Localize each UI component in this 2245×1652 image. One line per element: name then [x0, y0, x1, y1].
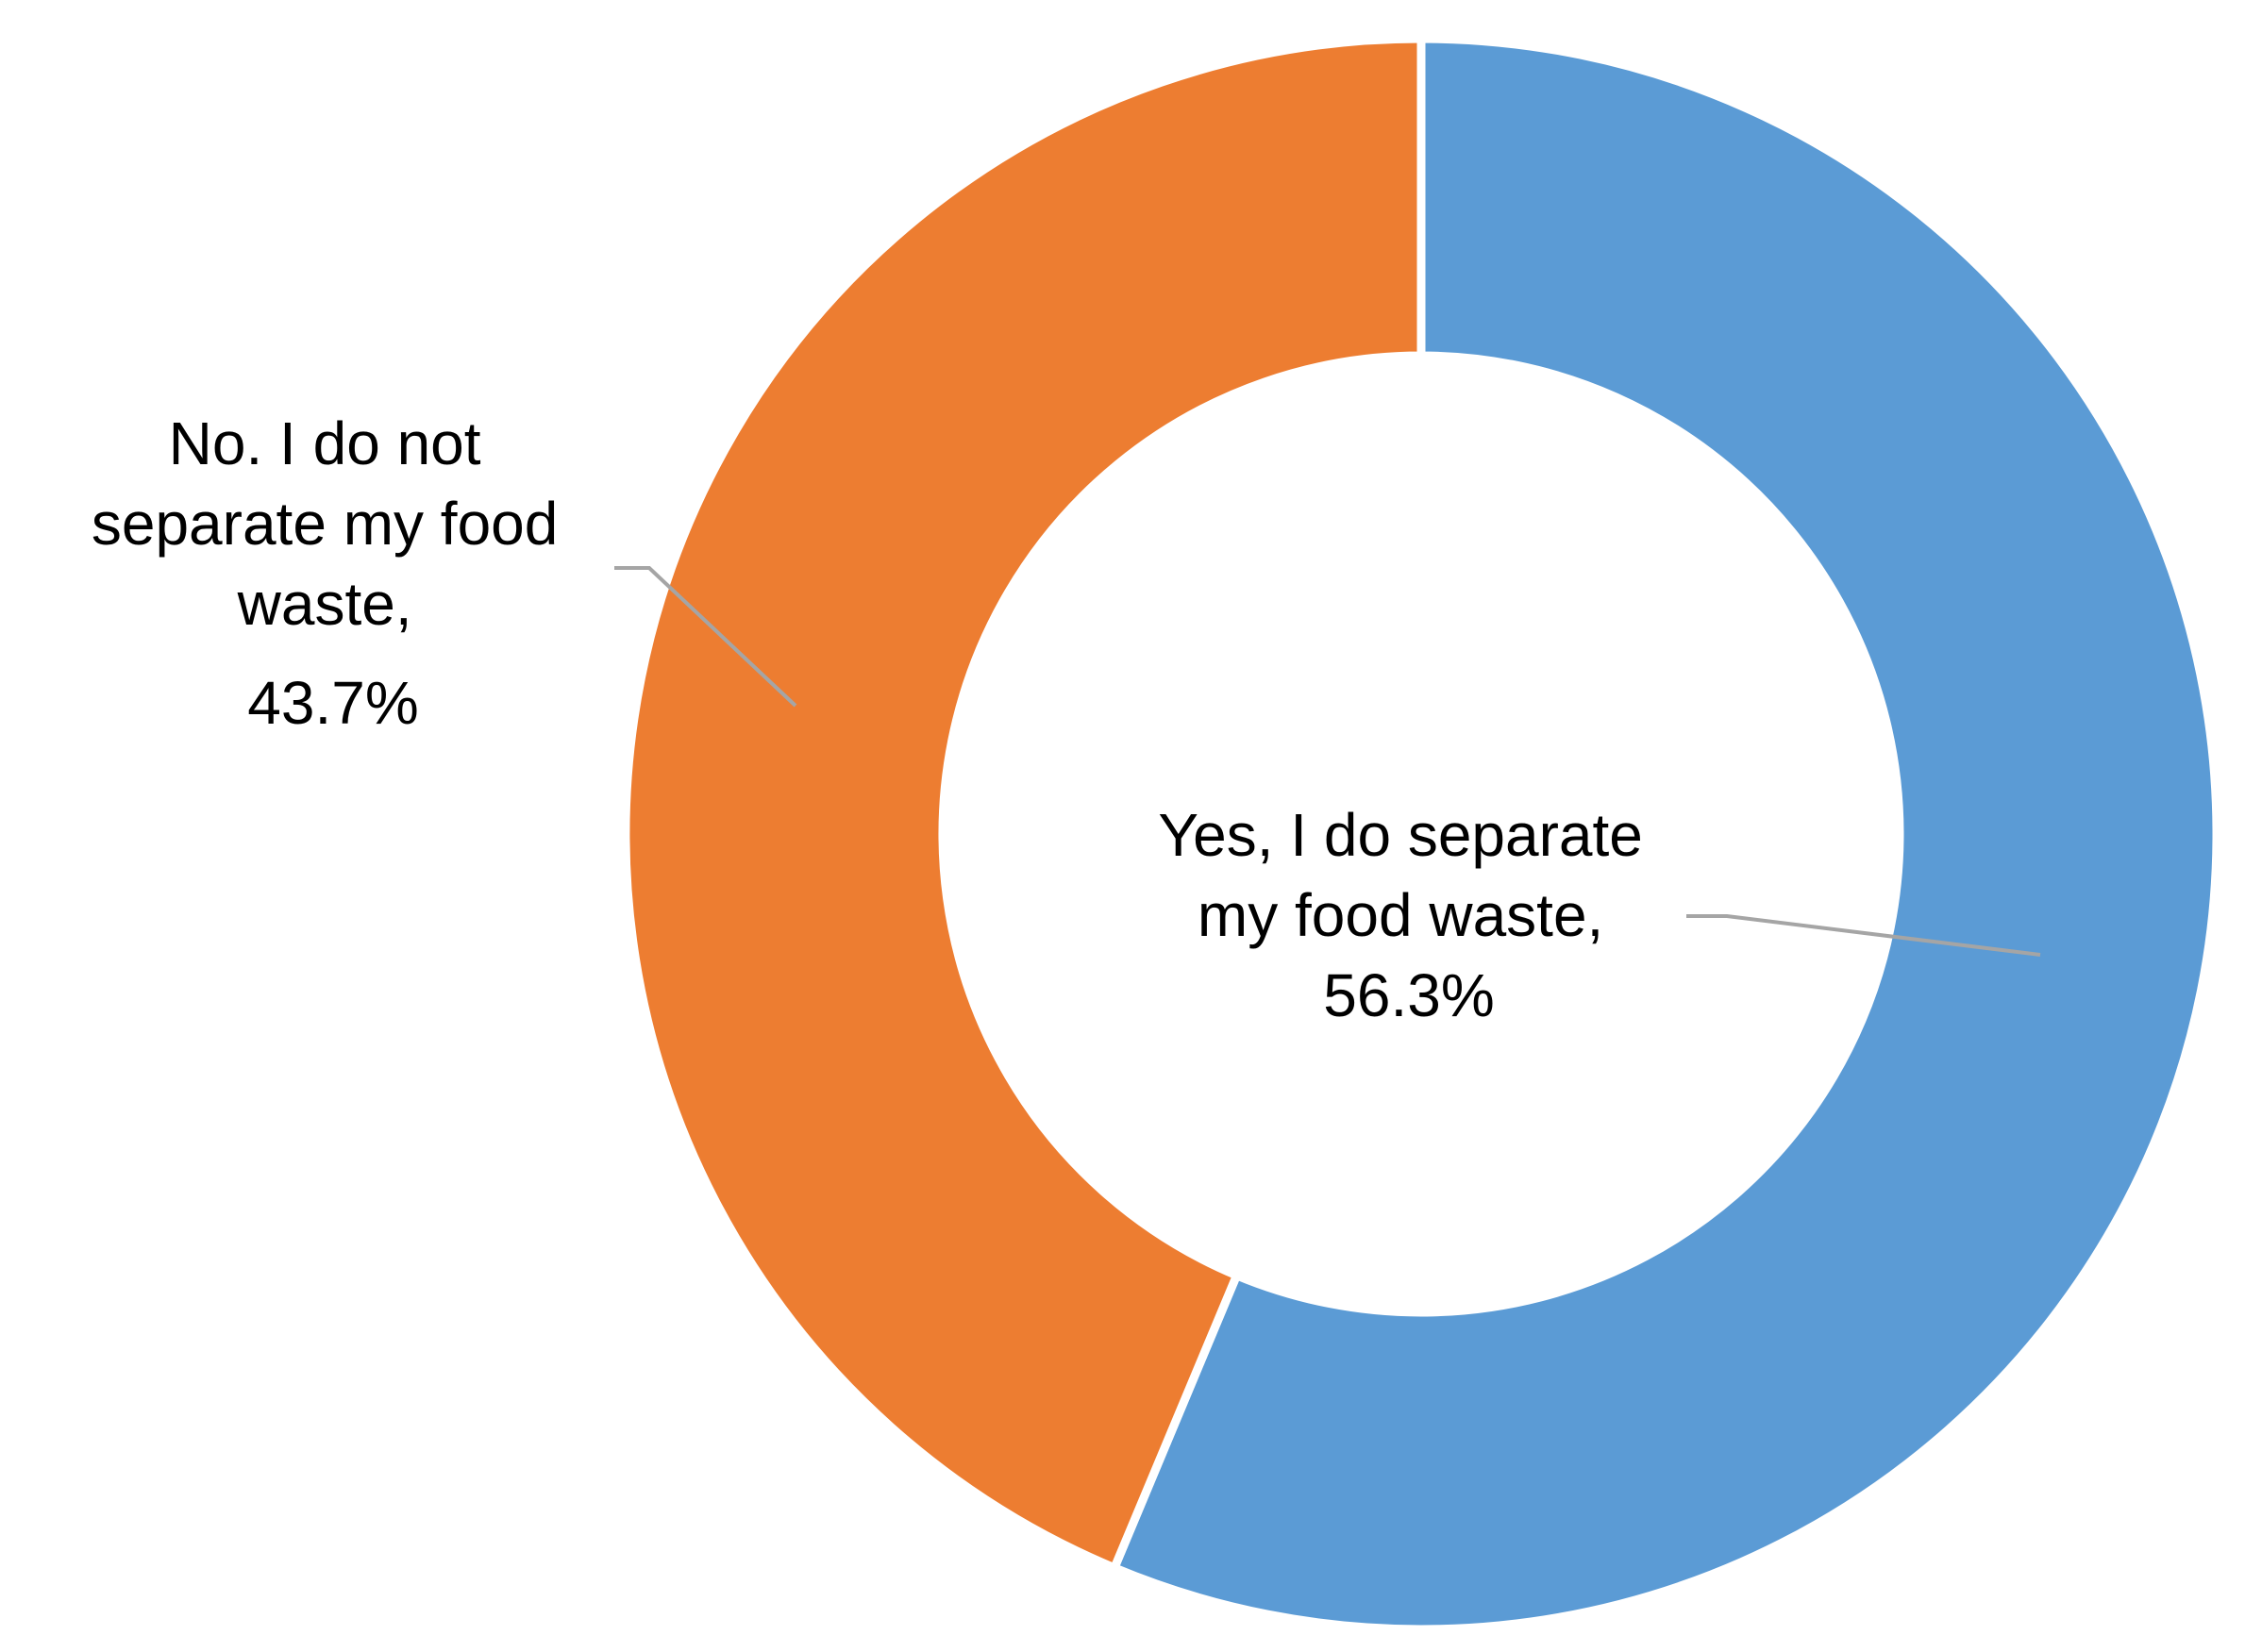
- leader-lines: [614, 566, 2041, 957]
- data-label-no-line-2: separate my food: [92, 490, 559, 558]
- data-label-no: No. I do not separate my food waste, 43.…: [92, 409, 575, 737]
- data-label-no-line-4: 43.7%: [247, 669, 418, 737]
- data-label-yes-line-3: 56.3%: [1323, 961, 1494, 1029]
- leader-line-yes: [1686, 914, 2041, 957]
- data-label-no-line-1: No. I do not: [169, 409, 481, 477]
- donut-slices: [621, 34, 2221, 1634]
- data-labels: Yes, I do separate my food waste, 56.3% …: [92, 409, 1659, 1029]
- data-label-yes-line-2: my food waste,: [1198, 881, 1603, 949]
- data-label-yes: Yes, I do separate my food waste, 56.3%: [1158, 801, 1659, 1029]
- donut-slice-no: [621, 34, 1426, 1574]
- data-label-no-line-3: waste,: [237, 570, 412, 638]
- data-label-yes-line-1: Yes, I do separate: [1158, 801, 1643, 869]
- donut-slice-yes: [1109, 34, 2221, 1634]
- leader-line-no: [614, 566, 797, 708]
